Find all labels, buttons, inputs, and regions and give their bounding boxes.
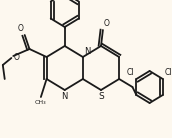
Text: O: O <box>104 19 110 28</box>
Text: S: S <box>98 92 104 101</box>
Text: N: N <box>84 47 90 56</box>
Text: Cl: Cl <box>127 68 135 77</box>
Text: N: N <box>62 92 68 101</box>
Text: O: O <box>13 52 19 62</box>
Text: O: O <box>18 24 24 33</box>
Text: CH₃: CH₃ <box>35 100 47 105</box>
Text: Cl: Cl <box>165 68 172 77</box>
